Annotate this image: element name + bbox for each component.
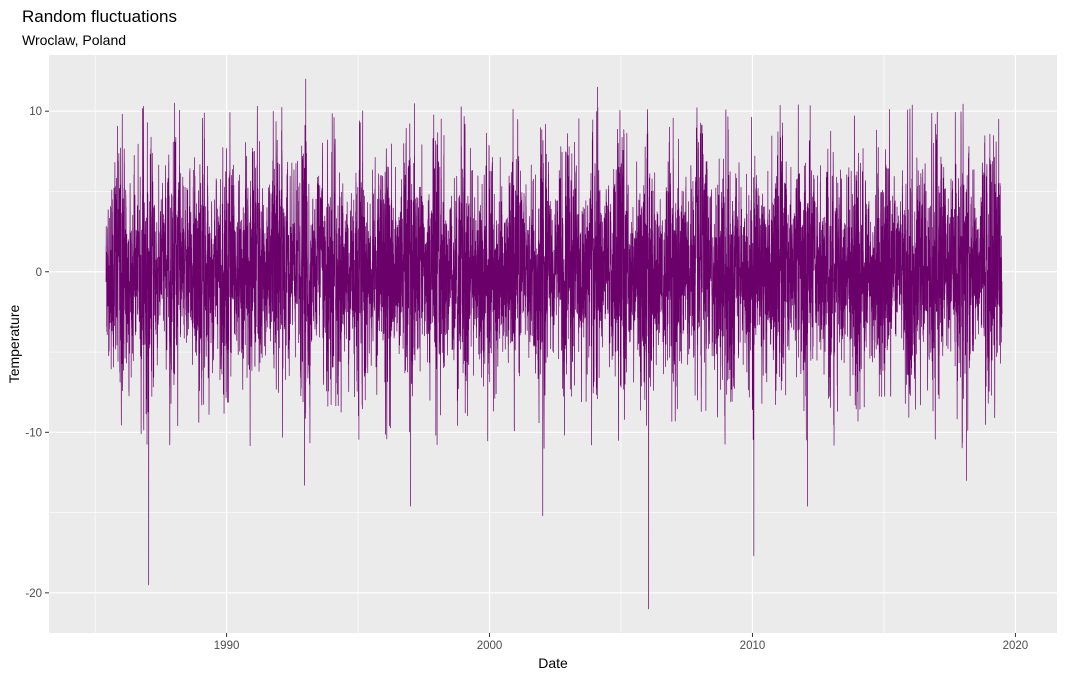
series-layer: [105, 78, 1003, 610]
y-axis-title: Temperature: [6, 304, 22, 383]
x-tick-label: 1990: [214, 640, 240, 652]
y-tick-label: 10: [29, 106, 42, 118]
x-tick-label: 2000: [477, 640, 503, 652]
series-line: [105, 78, 1003, 610]
y-tick-label: -10: [25, 427, 42, 439]
y-tick-label: -20: [25, 588, 42, 600]
chart-subtitle: Wroclaw, Poland: [22, 32, 126, 48]
x-tick-label: 2020: [1003, 640, 1029, 652]
x-axis: 1990 2000 2010 2020: [214, 633, 1028, 652]
chart-title: Random fluctuations: [22, 7, 177, 26]
y-tick-label: 0: [36, 267, 42, 279]
x-tick-label: 2010: [740, 640, 766, 652]
x-axis-title: Date: [538, 655, 568, 671]
y-axis: 10 0 -10 -20: [25, 106, 49, 600]
